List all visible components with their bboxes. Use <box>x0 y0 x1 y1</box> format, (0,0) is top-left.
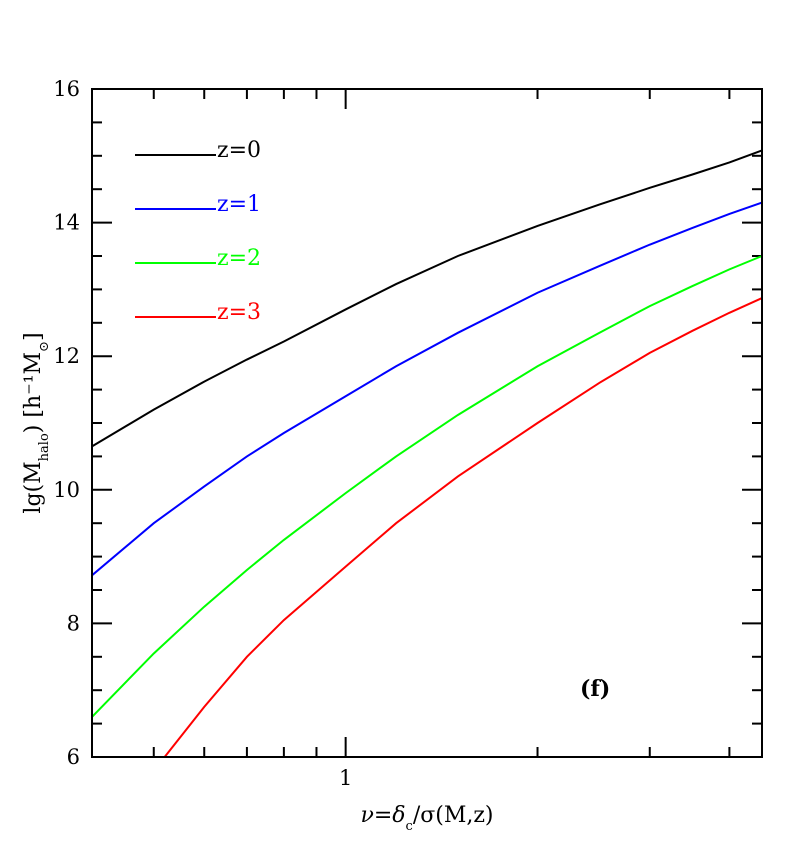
series-line-z3 <box>163 297 763 758</box>
y-tick-label: 10 <box>53 478 80 502</box>
x-axis-label: ν=δc/σ(M,z) <box>360 803 493 834</box>
plot-frame <box>91 88 763 758</box>
y-tick-label: 6 <box>67 745 80 769</box>
panel-annotation: (f) <box>580 676 610 702</box>
legend-label: z=1 <box>217 192 261 217</box>
y-tick-label: 14 <box>53 211 80 235</box>
y-tick-label: 8 <box>67 611 80 635</box>
legend-label: z=0 <box>217 138 261 163</box>
y-tick-label: 12 <box>53 344 80 368</box>
tick-labels: 6 8 10 12 14 16 1 <box>53 77 352 790</box>
y-axis-label: lg(Mhalo) [h⁻¹M⊙] <box>21 332 52 513</box>
y-tick-label: 16 <box>53 77 80 101</box>
series-layer <box>91 149 763 758</box>
legend-label: z=2 <box>217 246 261 271</box>
series-line-z2 <box>91 255 763 718</box>
series-line-z1 <box>91 201 763 577</box>
series-line-z0 <box>91 149 763 448</box>
x-tick-label: 1 <box>339 766 352 790</box>
axis-ticks <box>91 88 762 758</box>
legend: z=0 z=1 z=2 z=3 <box>135 138 261 325</box>
legend-label: z=3 <box>217 300 261 325</box>
